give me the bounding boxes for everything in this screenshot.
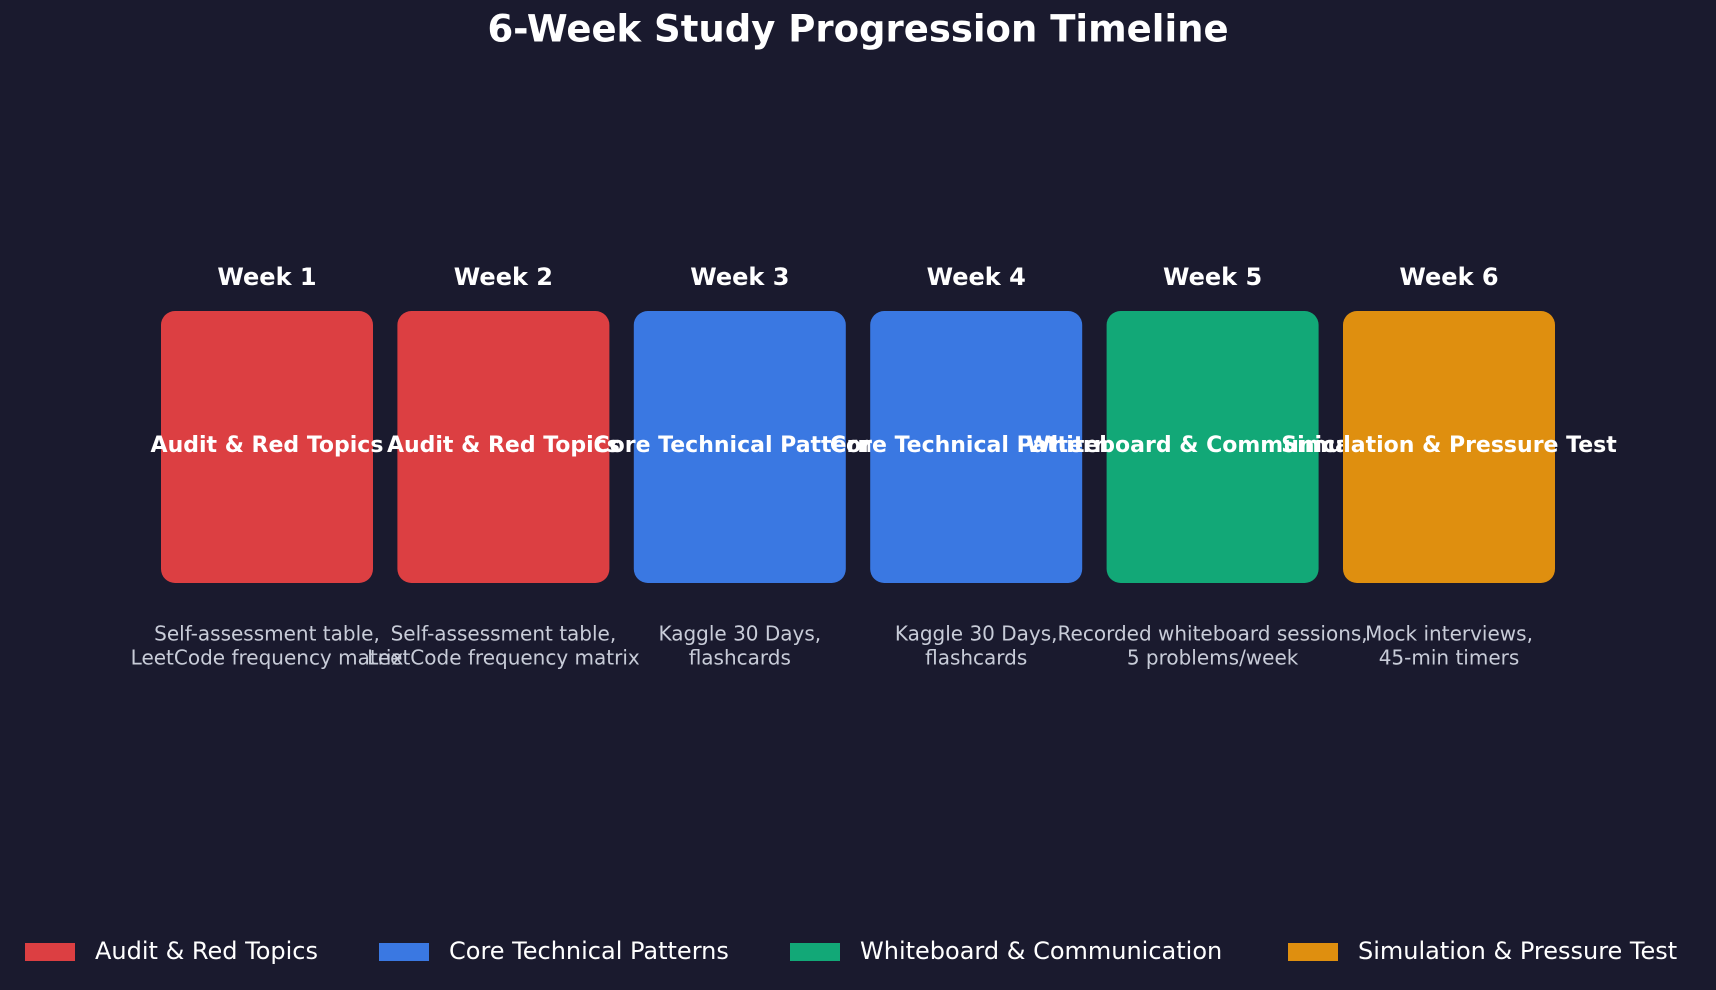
phase-box (1106, 311, 1319, 583)
legend-label: Whiteboard & Communication (860, 937, 1222, 965)
phase-label: Core Technical Patterns (593, 433, 886, 458)
phase-label: Simulation & Pressure Test (1281, 433, 1617, 458)
resource-text: Kaggle 30 Days, (658, 622, 821, 646)
week-label: Week 1 (217, 263, 316, 291)
legend-swatch (790, 943, 840, 961)
title: 6-Week Study Progression Timeline (487, 8, 1228, 51)
week-label: Week 4 (927, 263, 1026, 291)
resource-text: Self-assessment table, (154, 622, 380, 646)
resource-text: Mock interviews, (1365, 622, 1533, 646)
legend-label: Audit & Red Topics (95, 937, 318, 965)
week-label: Week 5 (1163, 263, 1262, 291)
legend-swatch (1288, 943, 1338, 961)
phase-box (161, 311, 373, 583)
phase-label: Audit & Red Topics (387, 433, 620, 458)
phase-box (397, 311, 610, 583)
week-label: Week 3 (690, 263, 789, 291)
resource-text: flashcards (925, 646, 1027, 670)
resource-text: 5 problems/week (1127, 646, 1299, 670)
phase-label: Whiteboard & Communication (1026, 433, 1398, 458)
legend-swatch (379, 943, 429, 961)
phase-box (633, 311, 846, 583)
legend-label: Simulation & Pressure Test (1358, 937, 1677, 965)
phase-box (1343, 311, 1555, 583)
phase-label: Core Technical Patterns (830, 433, 1123, 458)
resource-text: 45-min timers (1379, 646, 1520, 670)
resource-text: flashcards (689, 646, 791, 670)
resource-text: Self-assessment table, (391, 622, 617, 646)
resource-text: LeetCode frequency matrix (131, 646, 404, 670)
legend-swatch (25, 943, 75, 961)
resource-text: Recorded whiteboard sessions, (1058, 622, 1368, 646)
resource-text: LeetCode frequency matrix (367, 646, 640, 670)
phase-label: Audit & Red Topics (151, 433, 384, 458)
phase-box (870, 311, 1083, 583)
resource-text: Kaggle 30 Days, (895, 622, 1058, 646)
legend-label: Core Technical Patterns (449, 937, 729, 965)
week-label: Week 2 (454, 263, 553, 291)
week-label: Week 6 (1399, 263, 1498, 291)
